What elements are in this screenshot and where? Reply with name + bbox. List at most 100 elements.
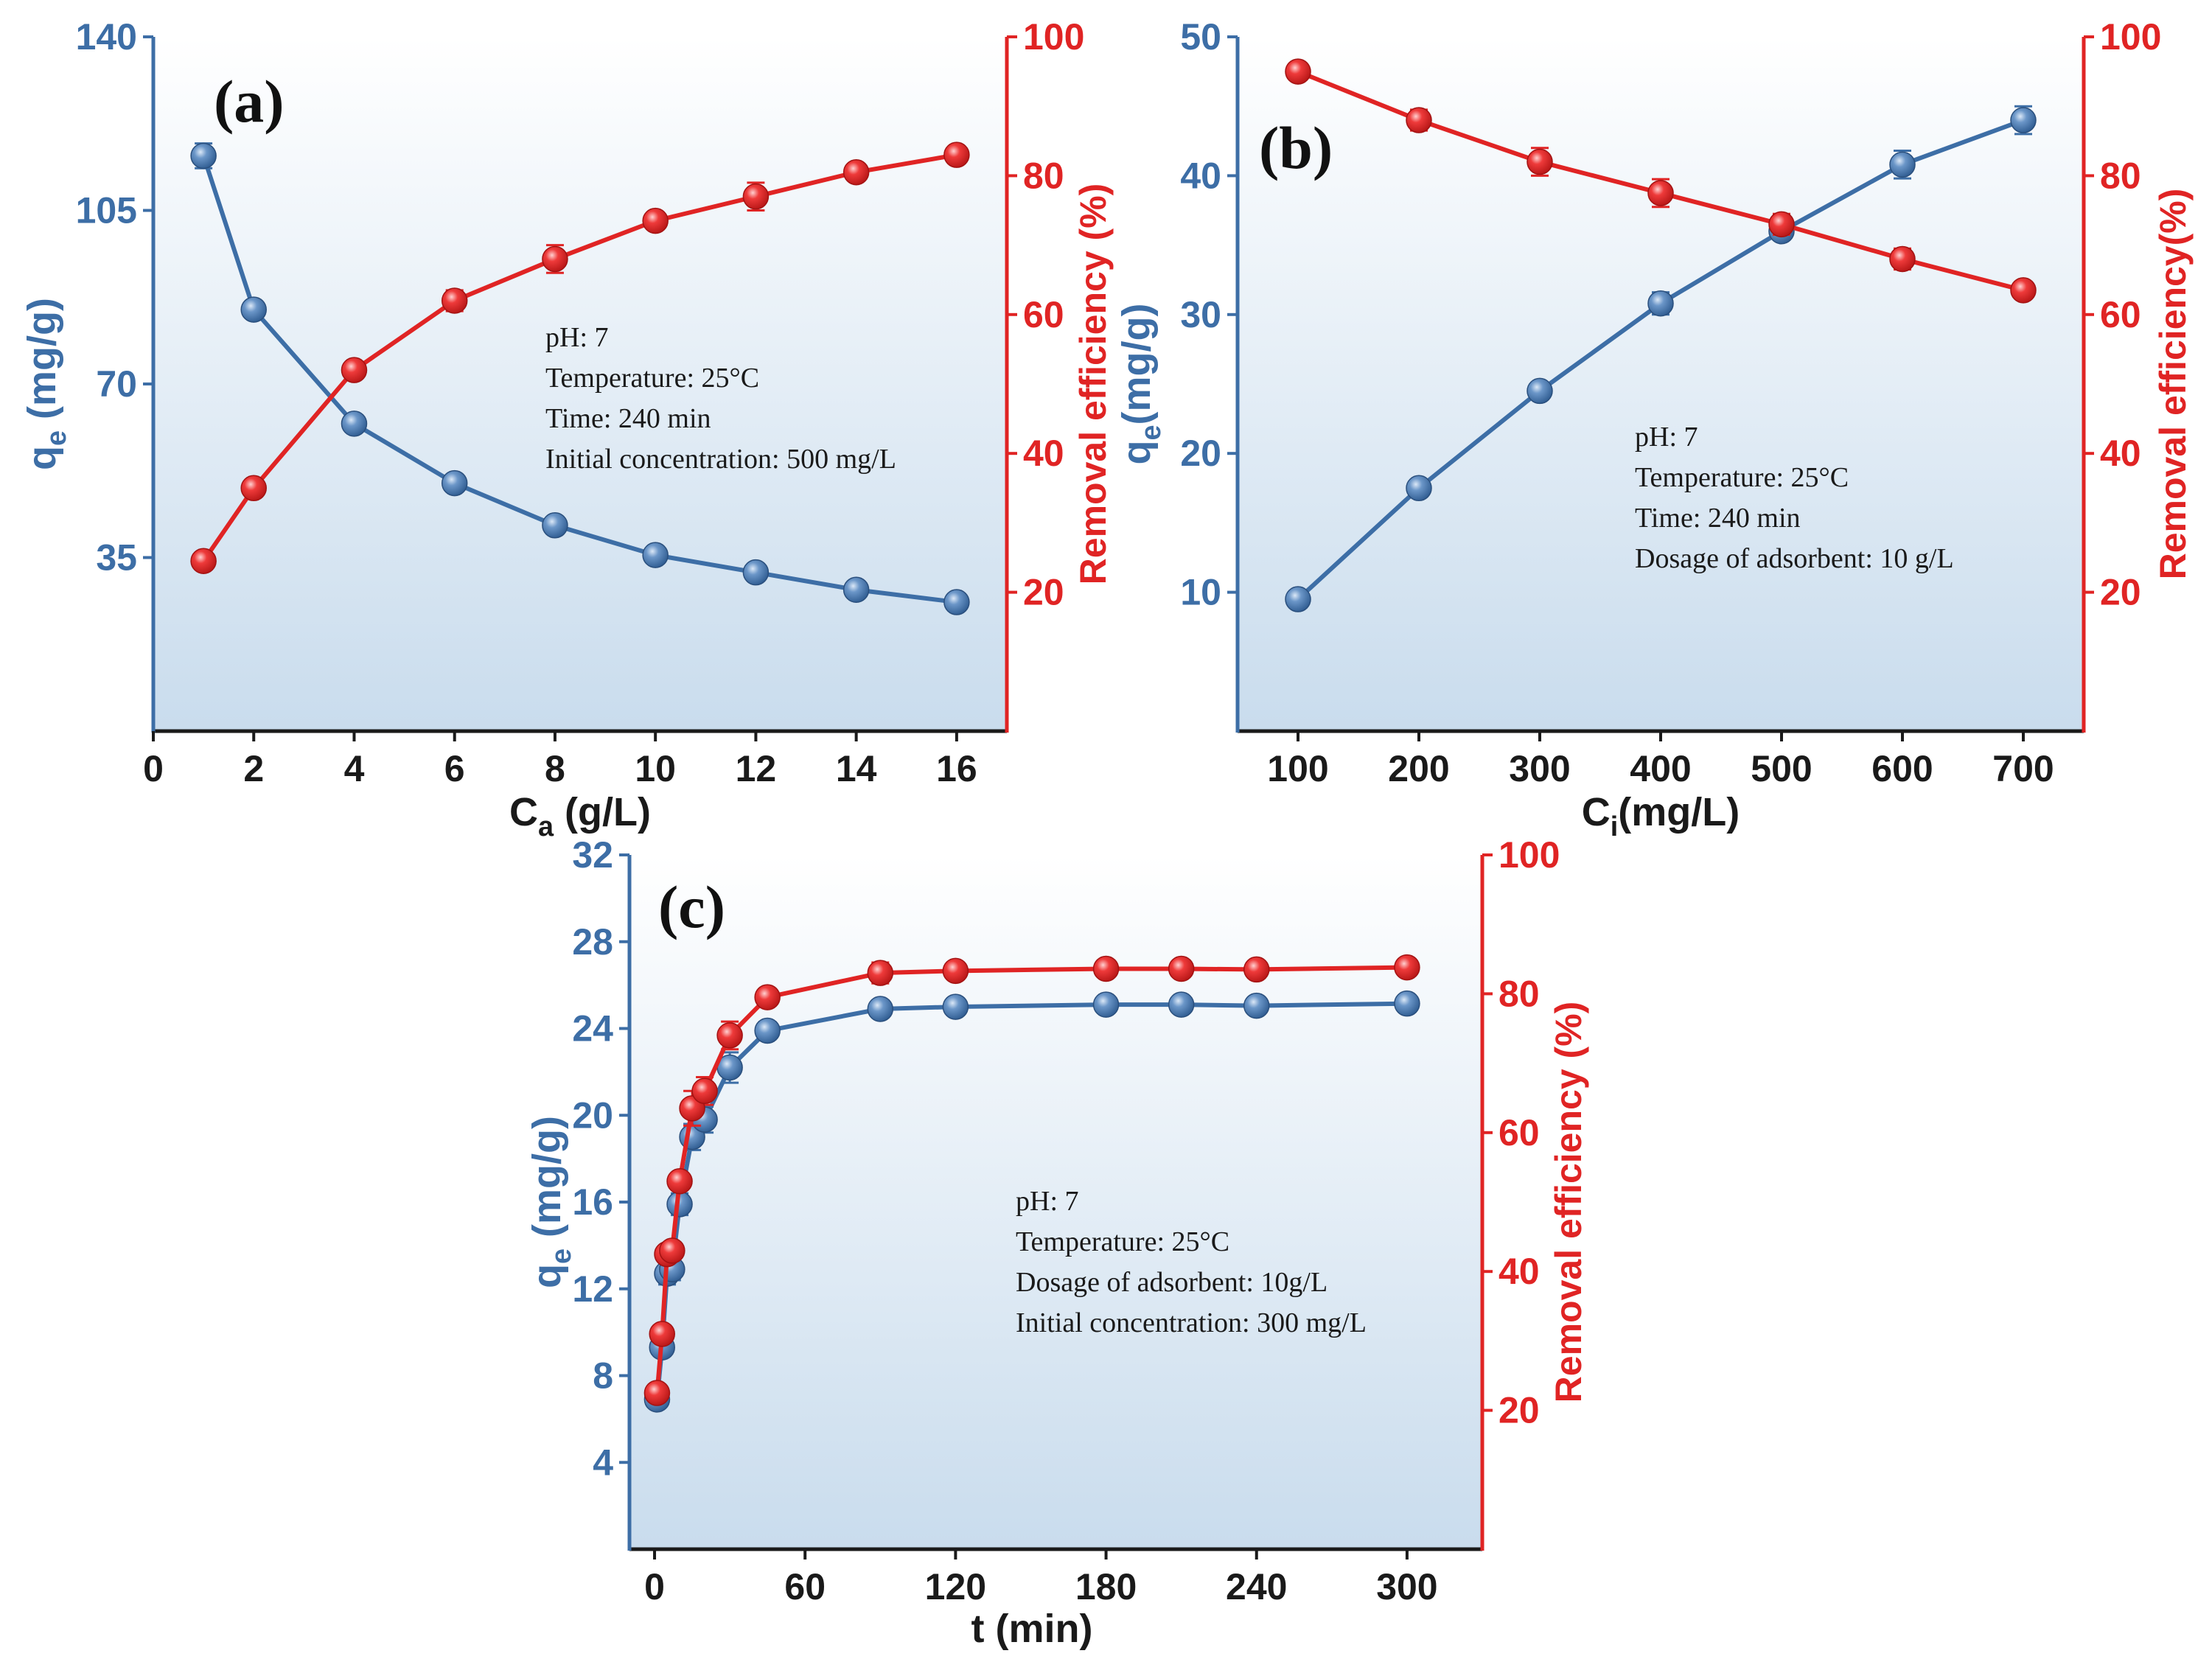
left-tick-label: 32 xyxy=(572,834,613,876)
left-tick-label: 4 xyxy=(593,1442,613,1483)
x-axis-title-sub: a xyxy=(538,811,554,842)
qe-data-point xyxy=(341,411,368,437)
panel-c-chart: 0 60 120 180 240 300 4 8 12 16 20 24 28 32 20 40 60 80 100… xyxy=(525,834,1589,1651)
removal-data-point xyxy=(1406,107,1432,133)
right-tick-label: 40 xyxy=(2100,433,2141,474)
condition-note: Initial concentration: 300 mg/L xyxy=(1016,1307,1367,1338)
right-tick-label: 80 xyxy=(2100,155,2141,196)
x-tick-label: 14 xyxy=(836,748,877,789)
panel-b-chart: 100 200 300 400 500 600 700 10 20 30 40 50 20 40 60 80 1… xyxy=(1114,16,2194,842)
right-tick-label: 40 xyxy=(1023,433,1064,474)
qe-data-point xyxy=(942,993,969,1020)
x-axis-title-main: C xyxy=(1582,790,1611,834)
x-tick-label: 0 xyxy=(644,1566,665,1607)
left-axis-title-main: q xyxy=(525,1264,569,1288)
qe-data-point xyxy=(190,142,217,170)
x-tick-label: 500 xyxy=(1751,748,1812,789)
removal-data-point xyxy=(867,960,894,986)
x-tick-label: 16 xyxy=(936,748,977,789)
qe-data-point xyxy=(1285,586,1311,612)
right-tick-label: 80 xyxy=(1498,973,1540,1014)
x-axis-title-unit: (g/L) xyxy=(554,790,651,834)
x-axis-title-sub: i xyxy=(1611,811,1619,842)
x-axis-title-main: t (min) xyxy=(971,1607,1093,1651)
qe-data-point xyxy=(642,542,669,568)
x-axis-title: Ci(mg/L) xyxy=(1582,790,1740,842)
removal-data-point xyxy=(642,207,669,234)
right-tick-label: 80 xyxy=(1023,155,1064,196)
left-tick-label: 20 xyxy=(1180,433,1221,474)
removal-data-point xyxy=(659,1237,685,1264)
panel-a-chart: 0 2 4 6 8 10 12 14 16 35 70 105 140 20 40 60 80 100 Ca (g/… xyxy=(20,16,1114,842)
x-tick-label: 2 xyxy=(243,748,264,789)
right-tick-label: 20 xyxy=(1023,572,1064,613)
right-tick-label: 40 xyxy=(1498,1251,1540,1292)
x-tick-label: 10 xyxy=(635,748,676,789)
removal-data-point xyxy=(716,1022,743,1049)
condition-note: Temperature: 25°C xyxy=(1016,1226,1229,1257)
left-axis-title: qe (mg/g) xyxy=(525,1116,577,1288)
left-tick-label: 24 xyxy=(572,1008,613,1049)
left-tick-label: 28 xyxy=(572,921,613,963)
removal-data-point xyxy=(942,957,969,985)
panel-label: (a) xyxy=(214,68,285,135)
condition-notes: pH: 7 Temperature: 25°C Time: 240 min Dosag… xyxy=(1635,422,1954,574)
x-tick-label: 12 xyxy=(736,748,777,789)
qe-data-point xyxy=(842,576,870,603)
removal-data-point xyxy=(190,548,217,574)
condition-note: pH: 7 xyxy=(1016,1186,1079,1217)
qe-data-point xyxy=(742,559,770,586)
right-axis-title: Removal efficiency (%) xyxy=(1548,1002,1589,1403)
removal-data-point xyxy=(441,287,468,314)
x-tick-label: 6 xyxy=(444,748,465,789)
x-axis-title: t (min) xyxy=(971,1607,1093,1651)
right-axis-title: Removal efficiency(%) xyxy=(2152,189,2194,580)
left-tick-label: 16 xyxy=(572,1181,613,1223)
x-axis-title: Ca (g/L) xyxy=(509,790,651,842)
condition-notes: pH: 7 Temperature: 25°C Time: 240 min Initi… xyxy=(545,322,896,475)
removal-data-point xyxy=(943,142,970,168)
left-tick-label: 8 xyxy=(593,1355,613,1397)
left-axis-title-main: q xyxy=(20,446,64,470)
removal-data-point xyxy=(2010,277,2037,304)
removal-data-point xyxy=(691,1078,718,1105)
condition-notes: pH: 7 Temperature: 25°C Dosage of adsorben… xyxy=(1016,1186,1367,1338)
qe-data-point xyxy=(943,589,970,615)
panel-label: (c) xyxy=(658,873,725,940)
qe-data-point xyxy=(1647,290,1674,317)
x-axis-title-unit: (mg/L) xyxy=(1618,790,1740,834)
removal-data-point xyxy=(643,1380,671,1406)
removal-data-point xyxy=(842,158,870,186)
condition-note: Time: 240 min xyxy=(1635,503,1801,534)
left-axis-title: qe (mg/g) xyxy=(20,298,72,470)
left-tick-label: 40 xyxy=(1180,155,1221,196)
right-tick-label: 20 xyxy=(1498,1390,1540,1431)
removal-data-point xyxy=(1092,955,1120,982)
condition-note: Temperature: 25°C xyxy=(545,363,759,394)
plot-background xyxy=(153,37,1007,731)
condition-note: Initial concentration: 500 mg/L xyxy=(545,444,896,475)
left-axis-title: qe(mg/g) xyxy=(1114,304,1167,465)
left-axis-title-unit: (mg/g) xyxy=(20,298,64,430)
qe-data-point xyxy=(867,996,894,1022)
removal-data-point xyxy=(649,1321,675,1347)
removal-data-point xyxy=(1243,956,1270,983)
x-tick-label: 180 xyxy=(1075,1566,1137,1607)
removal-data-point xyxy=(1168,955,1195,982)
condition-note: pH: 7 xyxy=(545,322,609,353)
x-tick-label: 200 xyxy=(1388,748,1449,789)
removal-data-point xyxy=(754,984,781,1010)
x-tick-label: 300 xyxy=(1509,748,1570,789)
removal-data-point xyxy=(1394,954,1420,981)
x-tick-label: 4 xyxy=(344,748,365,789)
qe-data-point xyxy=(1168,991,1195,1018)
right-tick-label: 100 xyxy=(2100,16,2161,57)
x-tick-label: 400 xyxy=(1630,748,1691,789)
x-tick-label: 60 xyxy=(784,1566,826,1607)
left-axis-title-sub: e xyxy=(546,1248,577,1264)
left-tick-label: 12 xyxy=(572,1268,613,1310)
qe-data-point xyxy=(754,1017,781,1044)
x-tick-label: 0 xyxy=(143,748,164,789)
left-tick-label: 140 xyxy=(76,16,137,57)
removal-data-point xyxy=(1647,180,1674,206)
